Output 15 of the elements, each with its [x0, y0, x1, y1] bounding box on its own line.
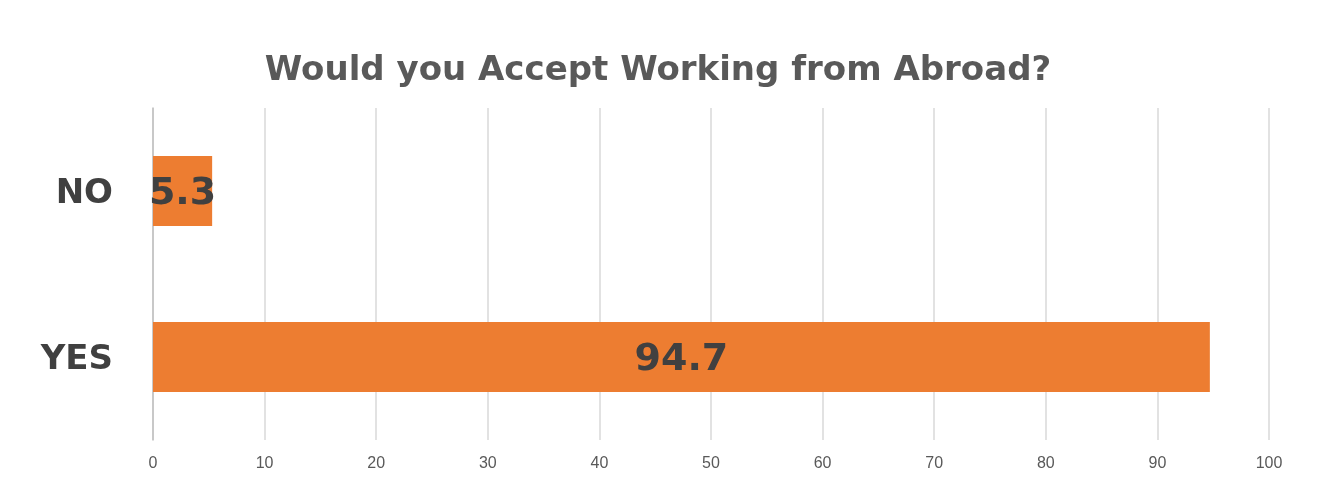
x-tick-label: 40 — [590, 453, 609, 471]
x-tick-label: 10 — [255, 453, 274, 471]
chart-title: Would you Accept Working from Abroad? — [264, 48, 1052, 88]
y-tick-label: NO — [55, 171, 113, 211]
x-tick-label: 80 — [1036, 453, 1055, 471]
x-tick-label: 90 — [1148, 453, 1167, 471]
y-tick-label: YES — [39, 337, 113, 377]
x-tick-label: 0 — [148, 453, 158, 471]
x-tick-label: 30 — [478, 453, 497, 471]
x-tick-label: 50 — [702, 453, 720, 471]
data-label: 94.7 — [634, 335, 729, 379]
x-tick-label: 70 — [925, 453, 944, 471]
x-tick-label: 60 — [813, 453, 832, 471]
x-tick-label: 100 — [1255, 453, 1283, 471]
x-tick-label: 20 — [367, 453, 386, 471]
